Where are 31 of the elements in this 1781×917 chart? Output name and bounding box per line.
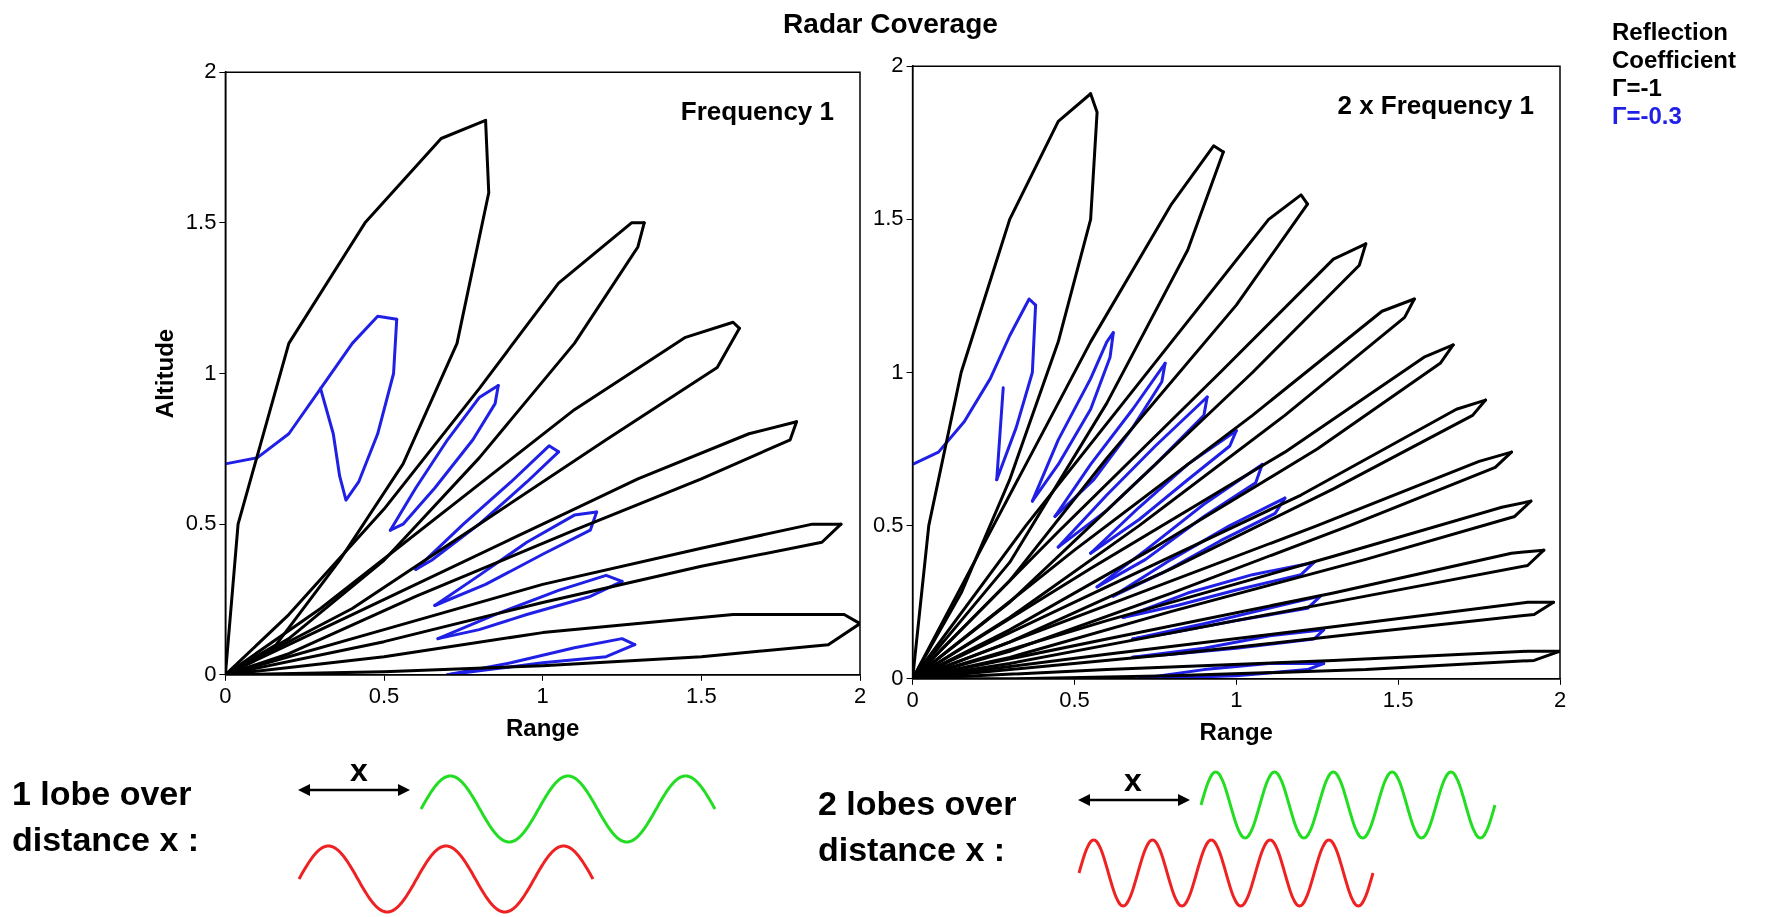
- x-tick-label: 1.5: [1382, 687, 1414, 713]
- y-tick-label: 1.5: [185, 208, 217, 234]
- x-axis-title: Range: [1199, 718, 1273, 746]
- x-tick-label: 2: [853, 683, 867, 709]
- text: Γ=-0.3: [1612, 102, 1683, 130]
- y-axis-title: Altitude: [151, 328, 179, 419]
- x-tick-label: 0.5: [1059, 687, 1090, 713]
- annotation: 2 x Frequency 1: [1337, 90, 1534, 121]
- y-tick-label: 0: [891, 664, 904, 690]
- x-tick-label: 2: [1553, 687, 1567, 713]
- text: 2 lobes over distance x :: [818, 783, 1018, 870]
- text: 1 lobe over distance x :: [12, 773, 201, 860]
- y-tick-label: 0: [204, 660, 217, 686]
- y-tick-label: 1: [204, 359, 217, 385]
- text: x: [1124, 762, 1142, 799]
- x-tick-label: 1: [1230, 687, 1243, 713]
- x-tick-label: 1: [536, 683, 549, 709]
- y-tick-label: 0.5: [872, 511, 904, 537]
- y-tick-label: 2: [891, 52, 904, 78]
- text: Γ=-1: [1612, 74, 1663, 102]
- text: x: [350, 752, 368, 789]
- y-tick-label: 2: [204, 58, 217, 84]
- y-tick-label: 0.5: [185, 510, 217, 536]
- x-tick-label: 0.5: [368, 683, 400, 709]
- legend-title: Reflection Coefficient: [1612, 18, 1737, 74]
- y-tick-label: 1: [891, 358, 904, 384]
- chart-title: Radar Coverage: [783, 8, 998, 39]
- x-axis-title: Range: [506, 714, 580, 742]
- y-tick-label: 1.5: [872, 205, 904, 231]
- x-tick-label: 1.5: [686, 683, 717, 709]
- annotation: Frequency 1: [680, 96, 834, 127]
